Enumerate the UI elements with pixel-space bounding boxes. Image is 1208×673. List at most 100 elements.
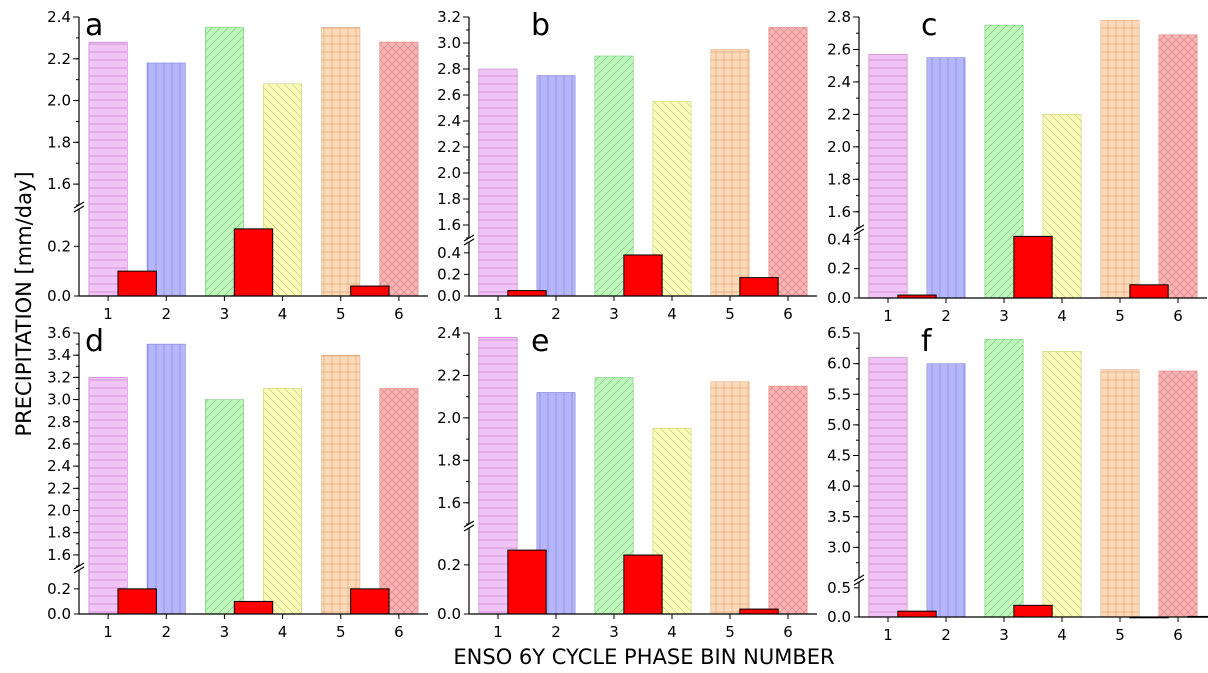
panel-letter: b (531, 8, 550, 43)
y-tick-label: 5.5 (827, 385, 851, 403)
y-tick-label: 0.0 (47, 287, 71, 305)
red-bar-5 (350, 588, 390, 615)
x-tick-label: 2 (161, 623, 171, 641)
bar-bin-5 (1100, 369, 1140, 618)
bar-bin-1 (88, 377, 128, 615)
bar-bin-1 (478, 68, 518, 297)
red-bar-3 (233, 228, 274, 297)
bar-bin-2 (146, 343, 186, 615)
panel-f: 1 2 3 4 5 6 0.0 0.5 3.0 3.5 4.0 4.5 5.0 5.5 6.0 6.5 f (827, 324, 1208, 644)
y-tick-label: 1.6 (47, 546, 71, 564)
bar-bin-6 (1158, 370, 1198, 618)
y-tick-label: 2.8 (827, 8, 851, 26)
y-tick-label: 1.8 (437, 190, 461, 208)
break-mark (853, 574, 865, 586)
red-bar-5 (1129, 284, 1169, 299)
y-tick-label: 0.0 (827, 608, 851, 626)
x-tick-label: 6 (394, 305, 404, 323)
x-tick-label: 1 (493, 305, 503, 323)
y-tick-label: 2.2 (827, 105, 851, 123)
bar-bin-1 (868, 357, 908, 618)
y-tick-label: 2.0 (47, 502, 71, 520)
panel-letter: f (921, 324, 933, 359)
y-tick-label: 0.0 (437, 605, 461, 623)
red-bar-1 (117, 270, 157, 297)
panel-letter: c (921, 8, 938, 43)
bar-bin-6 (768, 385, 808, 615)
y-tick-label: 2.6 (827, 40, 851, 58)
y-tick-label: 1.6 (47, 175, 71, 193)
x-tick-label: 6 (1173, 626, 1183, 644)
x-tick-label: 6 (1173, 307, 1183, 325)
y-tick-label: 0.0 (437, 287, 461, 305)
x-tick-label: 4 (278, 623, 288, 641)
y-tick-label: 1.8 (437, 451, 461, 469)
y-tick-label: 0.0 (47, 605, 71, 623)
x-tick-label: 3 (999, 307, 1009, 325)
bar-bin-3 (984, 338, 1024, 618)
x-tick-label: 1 (103, 623, 113, 641)
bar-bin-5 (321, 27, 361, 297)
y-tick-label: 0.0 (827, 289, 851, 307)
x-tick-label: 3 (220, 623, 230, 641)
panel-d: 1 2 3 4 5 6 0.0 0.2 1.6 1.8 2.0 2.2 2.4 2.6 2.8 3.0 3.2 3… (47, 324, 428, 641)
bar-bin-5 (1100, 19, 1140, 299)
bar-bin-2 (146, 62, 186, 297)
y-tick-label: 2.2 (47, 50, 71, 68)
bar-bin-1 (88, 41, 128, 297)
red-bar-1 (507, 290, 547, 297)
panel-b: 1 2 3 4 5 6 0.0 0.2 0.4 1.6 1.8 2.0 2.2 2.4 2.6 2.8 3.0 3… (437, 8, 817, 323)
bar-bin-6 (768, 27, 808, 297)
y-tick-label: 2.2 (47, 479, 71, 497)
y-tick-label: 2.4 (47, 8, 71, 26)
panel-letter: a (85, 8, 103, 43)
bar-bin-5 (321, 354, 361, 615)
red-bar-3 (623, 554, 663, 615)
y-tick-label: 0.5 (827, 579, 851, 597)
red-bar-3 (1013, 235, 1053, 299)
y-tick-label: 2.0 (437, 164, 461, 182)
x-tick-label: 6 (783, 305, 793, 323)
y-tick-label: 3.0 (827, 538, 851, 556)
y-tick-label: 2.4 (47, 457, 71, 475)
y-tick-label: 2.0 (47, 92, 71, 110)
y-tick-label: 3.2 (437, 8, 461, 26)
y-tick-label: 0.2 (827, 260, 851, 278)
x-tick-label: 1 (103, 305, 113, 323)
red-bar-1 (897, 610, 937, 618)
bar-bin-5 (710, 49, 750, 297)
bar-bin-4 (1042, 351, 1082, 618)
x-tick-label: 2 (941, 307, 951, 325)
y-tick-label: 4.5 (827, 447, 851, 465)
x-tick-label: 3 (609, 305, 619, 323)
y-tick-label: 1.8 (47, 524, 71, 542)
red-bar-5 (739, 277, 779, 297)
x-tick-label: 4 (667, 305, 677, 323)
x-tick-label: 5 (725, 305, 735, 323)
red-bar-5 (350, 285, 390, 297)
panel-e: 1 2 3 4 5 6 0.0 0.2 1.6 1.8 2.0 2.2 2.4 e (437, 324, 817, 641)
red-bar-3 (1013, 604, 1053, 618)
x-tick-label: 6 (394, 623, 404, 641)
y-tick-label: 3.5 (827, 508, 851, 526)
x-axis-title: ENSO 6Y CYCLE PHASE BIN NUMBER (453, 645, 834, 669)
bar-bin-2 (926, 57, 966, 299)
y-tick-label: 0.2 (47, 580, 71, 598)
red-bar-1 (507, 549, 547, 615)
y-tick-label: 1.8 (47, 133, 71, 151)
x-tick-label: 1 (883, 626, 893, 644)
x-tick-label: 3 (220, 305, 230, 323)
y-tick-label: 1.8 (827, 170, 851, 188)
panel-a: 1 2 3 4 5 6 0.0 0.2 1.6 1.8 2.0 2.2 2.4 a (47, 8, 428, 323)
y-tick-label: 2.0 (437, 409, 461, 427)
y-tick-label: 6.5 (827, 324, 851, 342)
x-tick-label: 2 (551, 305, 561, 323)
bar-bin-4 (263, 388, 303, 615)
x-tick-label: 2 (161, 305, 171, 323)
y-tick-label: 2.6 (437, 86, 461, 104)
panel-c: 1 2 3 4 5 6 0.0 0.2 0.4 1.6 1.8 2.0 2.2 2.4 2.6 2.8 c (827, 8, 1207, 325)
x-tick-label: 5 (336, 305, 346, 323)
x-tick-label: 5 (1115, 307, 1125, 325)
y-tick-label: 0.4 (437, 244, 461, 262)
